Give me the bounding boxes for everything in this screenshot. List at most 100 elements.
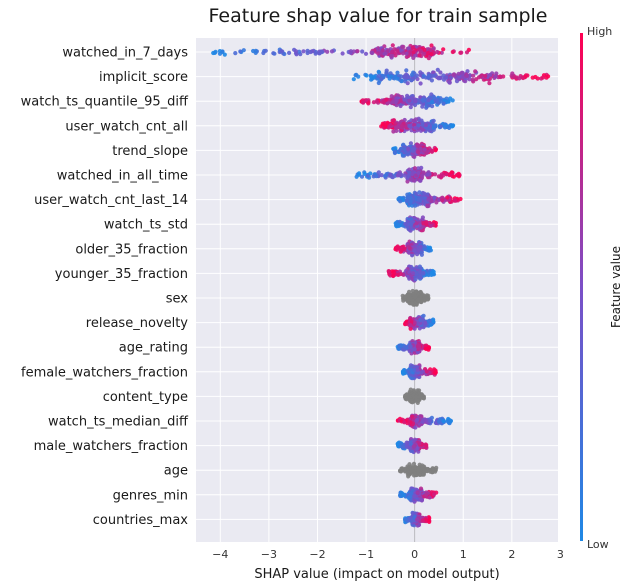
shap-point (540, 75, 546, 80)
shap-point (329, 49, 335, 54)
shap-point (376, 80, 381, 86)
shap-point (426, 56, 431, 61)
shap-point (348, 49, 353, 54)
shap-point (408, 491, 413, 497)
shap-point (417, 246, 422, 251)
shap-point (424, 443, 429, 448)
shap-point (407, 394, 412, 399)
shap-point (418, 48, 423, 53)
shap-point (445, 195, 450, 200)
shap-point (410, 271, 415, 276)
feature-label: watch_ts_quantile_95_diff (21, 95, 189, 110)
x-tick-label: −4 (212, 548, 228, 561)
shap-point (498, 74, 503, 80)
shap-point (439, 172, 444, 177)
shap-point (376, 74, 382, 79)
shap-point (253, 48, 258, 54)
shap-point (420, 104, 425, 109)
shap-point (432, 367, 437, 372)
shap-point (294, 52, 299, 57)
shap-point (369, 77, 374, 82)
feature-points (211, 43, 471, 61)
shap-point (379, 173, 384, 178)
shap-point (368, 171, 373, 176)
shap-point (471, 73, 476, 78)
shap-point (383, 124, 388, 129)
shap-point (412, 166, 417, 171)
shap-point (416, 170, 421, 176)
shap-point (417, 53, 422, 58)
shap-point (493, 74, 498, 79)
shap-point (380, 121, 385, 126)
shap-point (436, 174, 441, 179)
shap-point (399, 124, 405, 129)
shap-point (424, 220, 429, 225)
shap-point (391, 118, 397, 123)
shap-point (396, 123, 401, 128)
shap-point (427, 516, 432, 521)
shap-point (455, 172, 460, 178)
shap-point (447, 80, 452, 85)
shap-point (408, 344, 413, 349)
shap-point (426, 197, 431, 202)
shap-point (377, 70, 382, 75)
shap-point (398, 146, 404, 151)
shap-point (431, 318, 436, 324)
shap-point (434, 97, 440, 102)
shap-point (478, 74, 483, 79)
shap-point (428, 223, 433, 228)
shap-point (297, 49, 302, 54)
shap-point (414, 191, 419, 196)
shap-point (438, 98, 444, 103)
shap-point (459, 50, 464, 55)
shap-point (439, 50, 444, 55)
shap-point (432, 195, 437, 200)
shap-point (414, 394, 419, 399)
feature-points (393, 239, 433, 258)
shap-point (441, 47, 446, 52)
shap-point (398, 468, 403, 473)
shap-point (360, 49, 365, 54)
shap-point (441, 418, 446, 423)
shap-point (404, 198, 409, 203)
shap-point (427, 418, 432, 423)
colorbar-high-label: High (587, 25, 612, 38)
shap-point (418, 178, 423, 183)
shap-point (420, 215, 425, 220)
shap-point (408, 177, 413, 182)
shap-point (408, 49, 413, 54)
x-tick-label: −1 (358, 548, 374, 561)
shap-point (435, 67, 440, 72)
shap-point (405, 81, 410, 86)
shap-point (401, 369, 406, 374)
feature-label: user_watch_cnt_last_14 (34, 193, 188, 208)
shap-point (381, 99, 386, 104)
feature-label: implicit_score (99, 70, 188, 85)
shap-point (430, 73, 435, 78)
shap-point (427, 73, 432, 78)
shap-point (420, 420, 425, 425)
feature-points (379, 116, 456, 134)
feature-label: male_watchers_fraction (34, 439, 188, 454)
shap-point (424, 369, 429, 374)
shap-point (370, 50, 375, 56)
feature-points (402, 387, 426, 405)
shap-point (413, 277, 418, 282)
shap-point (392, 149, 397, 154)
shap-point (417, 441, 422, 446)
shap-point (406, 147, 411, 152)
shap-point (429, 92, 434, 97)
shap-point (412, 368, 417, 373)
shap-point (413, 98, 418, 103)
shap-point (374, 99, 379, 104)
shap-point (394, 98, 399, 103)
x-tick-label: 2 (508, 548, 515, 561)
shap-point (361, 100, 366, 105)
shap-point (427, 245, 433, 250)
shap-point (418, 393, 423, 399)
shap-point (429, 52, 434, 57)
shap-point (379, 76, 384, 82)
shap-point (404, 54, 409, 60)
shap-point (423, 320, 428, 325)
shap-point (415, 490, 420, 496)
